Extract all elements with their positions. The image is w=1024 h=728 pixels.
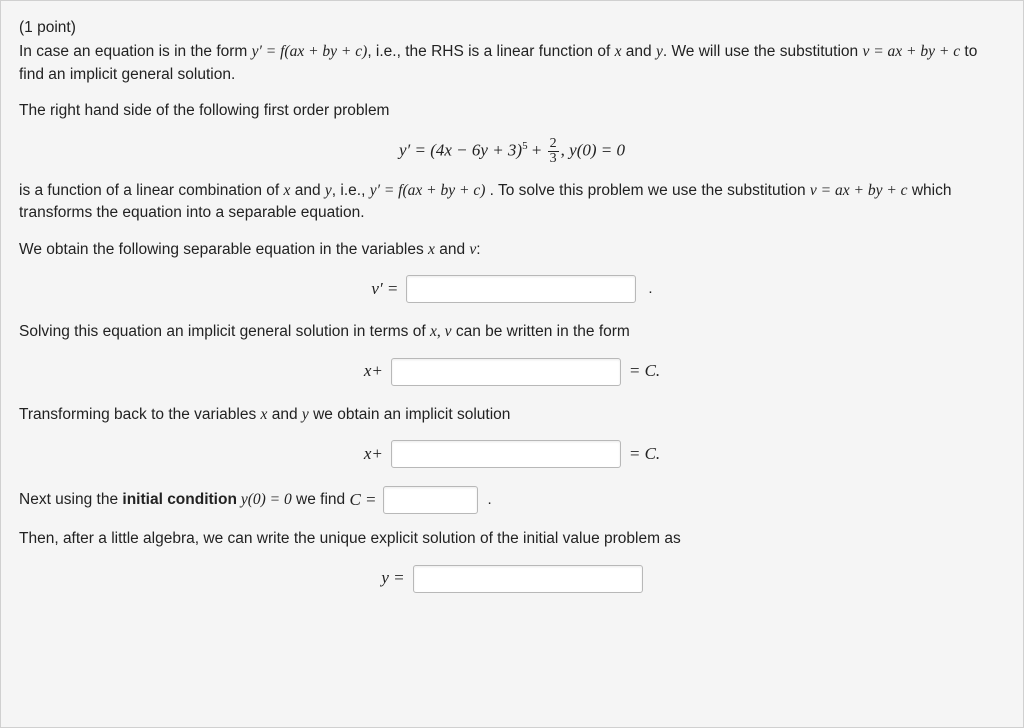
var-y-1: y bbox=[656, 43, 663, 60]
transform-and: and bbox=[267, 406, 301, 423]
intro-math-1: y′ = f(ax + by + c) bbox=[252, 43, 368, 60]
problem-container: (1 point) In case an equation is in the … bbox=[0, 0, 1024, 728]
weobtain-b: : bbox=[476, 241, 480, 258]
transform-a: Transforming back to the variables bbox=[19, 406, 261, 423]
then-paragraph: Then, after a little algebra, we can wri… bbox=[19, 528, 1005, 550]
vprime-period: . bbox=[648, 278, 652, 300]
ode-equation: y′ = (4x − 6y + 3)5 + 23, y(0) = 0 bbox=[19, 137, 1005, 166]
C-period: . bbox=[488, 489, 492, 511]
initial-condition-paragraph: Next using the initial condition y(0) = … bbox=[19, 486, 1005, 514]
intro-math-2: v = ax + by + c bbox=[862, 43, 960, 60]
intro-text-1: In case an equation is in the form bbox=[19, 43, 252, 60]
intro-text-2: , i.e., the RHS is a linear function of bbox=[367, 43, 614, 60]
ode-fraction: 23 bbox=[548, 137, 559, 166]
var-v-2: v bbox=[445, 323, 452, 340]
intro-paragraph: In case an equation is in the form y′ = … bbox=[19, 41, 1005, 86]
vprime-label: v′ = bbox=[371, 277, 398, 302]
substitution-paragraph: is a function of a linear combination of… bbox=[19, 180, 1005, 225]
solving-paragraph: Solving this equation an implicit genera… bbox=[19, 321, 1005, 343]
eqC-1: = C. bbox=[629, 359, 660, 384]
eqC-2: = C. bbox=[629, 442, 660, 467]
vprime-input[interactable] bbox=[406, 275, 636, 303]
intro-and-1: and bbox=[621, 43, 655, 60]
transform-paragraph: Transforming back to the variables x and… bbox=[19, 404, 1005, 426]
sub-and-1: and bbox=[290, 182, 324, 199]
ode-plus: + bbox=[528, 140, 546, 159]
C-input[interactable] bbox=[383, 486, 478, 514]
Ceq-label: C = bbox=[349, 488, 376, 513]
xplus-row-1: x+ = C. bbox=[19, 358, 1005, 386]
xplus-row-2: x+ = C. bbox=[19, 440, 1005, 468]
sub-text-2: , i.e., bbox=[332, 182, 370, 199]
solving-b: can be written in the form bbox=[452, 323, 630, 340]
xplus-input-1[interactable] bbox=[391, 358, 621, 386]
ode-ic: y(0) = 0 bbox=[569, 140, 625, 159]
initial-condition-bold: initial condition bbox=[122, 491, 237, 508]
ode-comma: , bbox=[561, 140, 570, 159]
solving-a: Solving this equation an implicit genera… bbox=[19, 323, 430, 340]
sub-text-3: . To solve this problem we use the subst… bbox=[485, 182, 810, 199]
xplus-label-2: x+ bbox=[364, 442, 383, 467]
xplus-input-2[interactable] bbox=[391, 440, 621, 468]
intro-text-3: . We will use the substitution bbox=[663, 43, 863, 60]
vprime-row: v′ = . bbox=[19, 275, 1005, 303]
yeq-label: y = bbox=[381, 566, 404, 591]
weobtain-paragraph: We obtain the following separable equati… bbox=[19, 239, 1005, 261]
points-label: (1 point) bbox=[19, 17, 1005, 39]
sub-text-1: is a function of a linear combination of bbox=[19, 182, 284, 199]
sub-math-1: y′ = f(ax + by + c) bbox=[370, 182, 486, 199]
C-row: C = . bbox=[349, 486, 491, 514]
next-a: Next using the bbox=[19, 491, 122, 508]
next-b: y(0) = 0 bbox=[237, 491, 292, 508]
var-x-4: x bbox=[430, 323, 437, 340]
weobtain-a: We obtain the following separable equati… bbox=[19, 241, 428, 258]
frac-num: 2 bbox=[548, 137, 559, 151]
var-y-3: y bbox=[302, 406, 309, 423]
next-c: we find bbox=[292, 491, 350, 508]
transform-b: we obtain an implicit solution bbox=[309, 406, 511, 423]
sub-math-2: v = ax + by + c bbox=[810, 182, 908, 199]
var-y-2: y bbox=[325, 182, 332, 199]
y-input[interactable] bbox=[413, 565, 643, 593]
var-x-3: x bbox=[428, 241, 435, 258]
xplus-label-1: x+ bbox=[364, 359, 383, 384]
rhs-paragraph: The right hand side of the following fir… bbox=[19, 100, 1005, 122]
y-row: y = bbox=[19, 565, 1005, 593]
comma-1: , bbox=[437, 323, 445, 340]
ode-lhs: y′ = (4x − 6y + 3) bbox=[399, 140, 522, 159]
weobtain-and: and bbox=[435, 241, 469, 258]
frac-den: 3 bbox=[548, 151, 559, 166]
